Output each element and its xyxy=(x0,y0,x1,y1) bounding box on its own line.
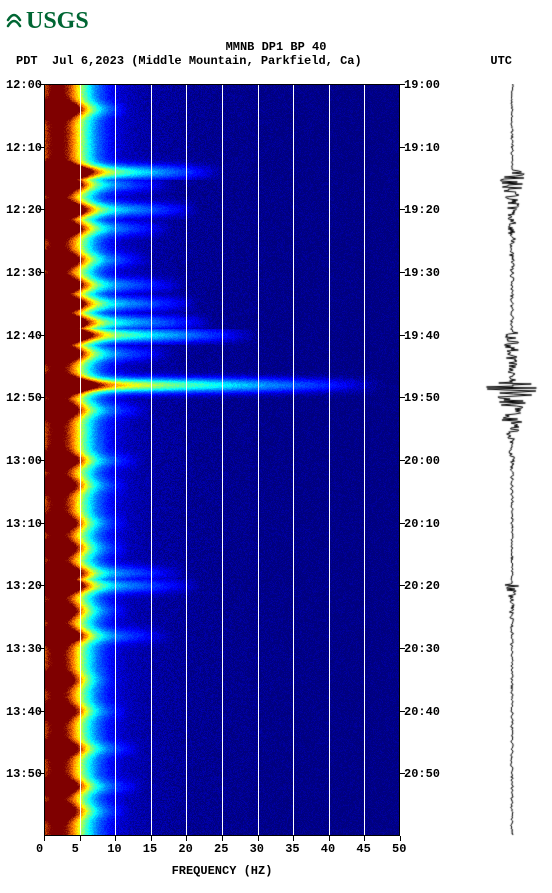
left-time-tick: 12:40 xyxy=(6,329,42,343)
freq-tick: 0 xyxy=(36,842,43,856)
left-time-tick: 13:20 xyxy=(6,579,42,593)
right-time-tick: 19:30 xyxy=(404,266,440,280)
freq-tick: 10 xyxy=(107,842,121,856)
right-time-tick: 19:40 xyxy=(404,329,440,343)
station-title: MMNB DP1 BP 40 xyxy=(0,40,552,54)
right-time-tick: 20:40 xyxy=(404,705,440,719)
right-time-tick: 19:00 xyxy=(404,78,440,92)
utc-label: UTC xyxy=(490,54,512,68)
freq-tick: 25 xyxy=(214,842,228,856)
left-time-tick: 13:50 xyxy=(6,767,42,781)
left-time-tick: 12:30 xyxy=(6,266,42,280)
right-time-tick: 20:50 xyxy=(404,767,440,781)
left-time-tick: 12:50 xyxy=(6,391,42,405)
seismogram xyxy=(480,84,544,836)
right-time-tick: 19:50 xyxy=(404,391,440,405)
right-time-tick: 19:20 xyxy=(404,203,440,217)
right-time-tick: 20:10 xyxy=(404,517,440,531)
left-time-tick: 13:30 xyxy=(6,642,42,656)
pdt-label: PDT Jul 6,2023 (Middle Mountain, Parkfie… xyxy=(16,54,362,68)
freq-tick: 20 xyxy=(178,842,192,856)
right-time-tick: 20:30 xyxy=(404,642,440,656)
freq-tick: 30 xyxy=(250,842,264,856)
left-time-tick: 13:40 xyxy=(6,705,42,719)
xaxis-label: FREQUENCY (HZ) xyxy=(0,864,444,878)
logo-text: USGS xyxy=(26,8,89,34)
freq-tick: 45 xyxy=(356,842,370,856)
left-time-tick: 12:20 xyxy=(6,203,42,217)
left-time-tick: 13:10 xyxy=(6,517,42,531)
spectrogram xyxy=(44,84,400,836)
right-time-tick: 20:00 xyxy=(404,454,440,468)
left-time-tick: 12:10 xyxy=(6,141,42,155)
freq-tick: 35 xyxy=(285,842,299,856)
right-time-tick: 19:10 xyxy=(404,141,440,155)
right-time-tick: 20:20 xyxy=(404,579,440,593)
freq-tick: 40 xyxy=(321,842,335,856)
usgs-logo: USGS xyxy=(6,6,104,34)
left-time-tick: 13:00 xyxy=(6,454,42,468)
plot-area: 12:0019:0012:1019:1012:2019:2012:3019:30… xyxy=(0,84,552,886)
chart-header: MMNB DP1 BP 40 PDT Jul 6,2023 (Middle Mo… xyxy=(0,40,552,68)
freq-tick: 5 xyxy=(72,842,79,856)
freq-tick: 50 xyxy=(392,842,406,856)
left-time-tick: 12:00 xyxy=(6,78,42,92)
freq-tick: 15 xyxy=(143,842,157,856)
